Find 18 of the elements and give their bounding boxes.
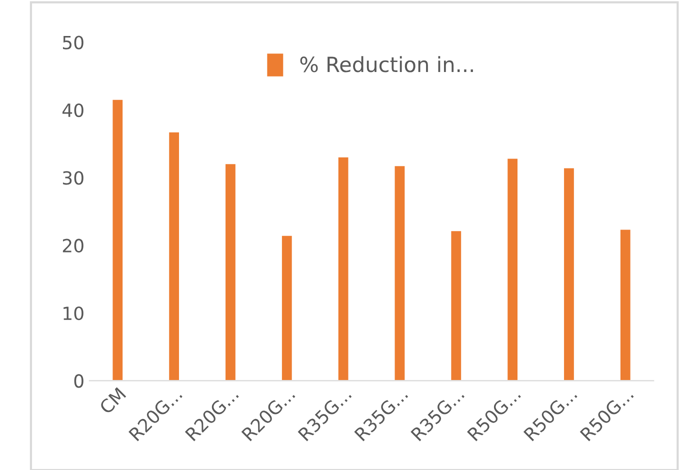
bar bbox=[111, 98, 124, 381]
y-tick-label: 50 bbox=[62, 36, 84, 50]
bar bbox=[450, 230, 462, 381]
x-tick-label: CM bbox=[98, 387, 126, 415]
bar bbox=[168, 130, 180, 381]
y-tick-label: 40 bbox=[62, 103, 84, 118]
y-tick-label: 10 bbox=[64, 306, 84, 320]
bar bbox=[224, 162, 237, 381]
bar bbox=[506, 157, 519, 381]
y-tick-label: 0 bbox=[74, 374, 84, 388]
legend-label: % Reduction in... bbox=[300, 56, 473, 72]
y-tick-label: 20 bbox=[62, 238, 84, 252]
bar bbox=[619, 228, 632, 381]
y-tick-label: 30 bbox=[62, 171, 84, 185]
bar bbox=[336, 156, 350, 381]
bar bbox=[393, 164, 406, 381]
bar bbox=[562, 166, 576, 381]
bar bbox=[280, 234, 294, 381]
